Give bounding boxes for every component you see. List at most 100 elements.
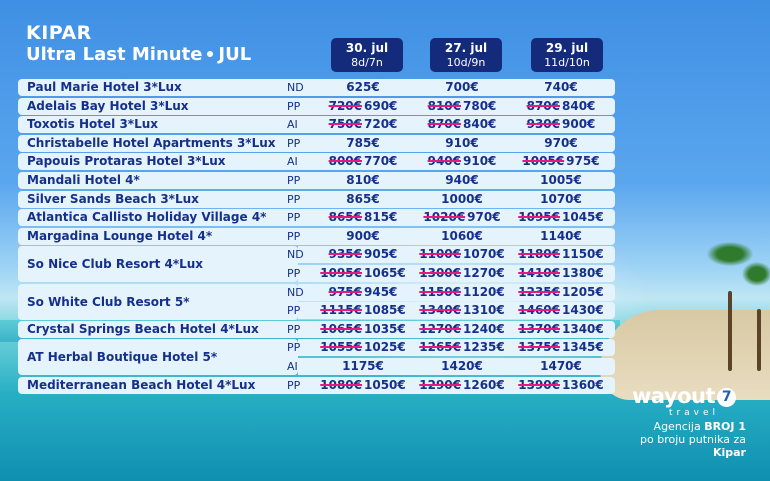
sand-beach xyxy=(600,310,770,400)
new-price: 770€ xyxy=(364,154,398,169)
old-price: 1150€ xyxy=(419,284,461,299)
price-cell: 1060€ xyxy=(412,228,512,245)
price-cell: 910€ xyxy=(412,135,512,152)
price-band xyxy=(298,358,615,375)
palm-tree-leaves xyxy=(707,242,753,266)
new-price: 1340€ xyxy=(562,321,604,336)
price-cell: 1095€ 1045€ xyxy=(511,209,611,226)
old-price: 1370€ xyxy=(518,321,560,336)
price-band xyxy=(298,79,615,96)
column-header-1: 30. jul 8d/7n xyxy=(331,38,403,72)
new-price: 1175€ xyxy=(342,359,384,373)
board-type: ND xyxy=(287,248,304,262)
old-price: 940€ xyxy=(427,154,461,169)
new-price: 1270€ xyxy=(463,266,505,280)
price-cell: 1390€ 1360€ xyxy=(511,377,611,394)
price-cell: 935€ 905€ xyxy=(313,246,413,263)
price-cell: 865€ xyxy=(313,191,413,208)
old-price: 1020€ xyxy=(423,210,466,225)
brand-mark-icon: 7 xyxy=(717,388,737,407)
hotel-row: AT Herbal Boutique Hotel 5* xyxy=(18,339,615,376)
new-price: 700€ xyxy=(445,80,479,94)
board-type: PP xyxy=(287,136,301,150)
price-band xyxy=(298,283,615,301)
price-cell: 1095€ 1065€ xyxy=(313,265,413,282)
new-price: 1070€ xyxy=(540,191,582,206)
separator-dot xyxy=(207,50,214,57)
price-cell: 900€ xyxy=(313,228,413,245)
palm-tree-trunk xyxy=(757,309,761,371)
price-cell: 625€ xyxy=(313,79,413,96)
hotel-row: Adelais Bay Hotel 3*Lux xyxy=(18,97,615,115)
price-cell: 1470€ xyxy=(511,358,611,375)
new-price: 1065€ xyxy=(364,266,406,280)
new-price: 1470€ xyxy=(540,359,582,373)
old-price: 1095€ xyxy=(320,266,362,280)
palm-tree-leaves xyxy=(742,262,770,286)
claim-prefix: Agencija xyxy=(653,420,701,433)
new-price: 1235€ xyxy=(463,340,505,355)
hotel-name: Christabelle Hotel Apartments 3*Lux xyxy=(18,134,298,152)
price-cell: 720€ 690€ xyxy=(313,98,413,115)
price-band xyxy=(298,302,615,320)
new-price: 975€ xyxy=(566,154,600,169)
old-price: 870€ xyxy=(427,117,461,132)
hotel-row: Margadina Lounge Hotel 4* xyxy=(18,227,615,245)
claim-place: Kipar xyxy=(712,446,746,459)
hotel-name: So Nice Club Resort 4*Lux xyxy=(18,246,298,283)
new-price: 1060€ xyxy=(441,228,483,243)
old-price: 1270€ xyxy=(419,321,461,336)
subtitle-text: Ultra Last Minute xyxy=(26,44,203,65)
price-cell: 1150€ 1120€ xyxy=(412,284,512,301)
price-cell: 740€ xyxy=(511,79,611,96)
new-price: 970€ xyxy=(467,210,501,225)
new-price: 1085€ xyxy=(364,303,406,318)
page-title: KIPAR xyxy=(26,22,92,44)
price-cell: 1140€ xyxy=(511,228,611,245)
price-band xyxy=(298,376,615,394)
brand-claim: Agencija BROJ 1 po broju putnika za Kipa… xyxy=(606,420,746,459)
column-duration: 8d/7n xyxy=(351,56,383,69)
hotel-name: Atlantica Callisto Holiday Village 4* xyxy=(18,209,298,227)
old-price: 800€ xyxy=(328,154,362,169)
claim-bold: BROJ 1 xyxy=(704,420,746,433)
price-band xyxy=(298,209,615,227)
old-price: 1115€ xyxy=(320,303,362,318)
price-cell: 1080€ 1050€ xyxy=(313,377,413,394)
board-type: PP xyxy=(287,174,301,187)
price-cell: 785€ xyxy=(313,135,413,152)
price-band xyxy=(298,97,615,115)
price-cell: 1340€ 1310€ xyxy=(412,302,512,319)
price-cell: 1290€ 1260€ xyxy=(412,377,512,394)
new-price: 1000€ xyxy=(441,191,483,206)
new-price: 740€ xyxy=(544,80,578,94)
hotel-name: Adelais Bay Hotel 3*Lux xyxy=(18,97,298,115)
price-cell: 930€ 900€ xyxy=(511,116,611,133)
old-price: 1390€ xyxy=(518,377,560,392)
new-price: 690€ xyxy=(364,98,398,113)
hotel-name: Papouis Protaras Hotel 3*Lux xyxy=(18,153,298,171)
board-type: PP xyxy=(287,229,301,243)
new-price: 1025€ xyxy=(364,340,406,355)
hotel-row: Papouis Protaras Hotel 3*Lux xyxy=(18,153,615,171)
brand-tagline: travel xyxy=(668,408,720,418)
old-price: 1095€ xyxy=(518,210,560,225)
price-cell: 1460€ 1430€ xyxy=(511,302,611,319)
new-price: 840€ xyxy=(562,98,596,113)
price-cell: 975€ 945€ xyxy=(313,284,413,301)
old-price: 1080€ xyxy=(320,377,362,392)
price-cell: 1065€ 1035€ xyxy=(313,321,413,338)
price-cell: 1070€ xyxy=(511,191,611,208)
price-band xyxy=(298,190,615,208)
price-cell: 1005€ xyxy=(511,172,611,189)
column-header-3: 29. jul 11d/10n xyxy=(531,38,603,72)
hotel-row: Crystal Springs Beach Hotel 4*Lux xyxy=(18,320,615,338)
old-price: 750€ xyxy=(328,117,362,132)
new-price: 1430€ xyxy=(562,303,604,318)
price-cell: 1410€ 1380€ xyxy=(511,265,611,282)
new-price: 865€ xyxy=(346,191,380,206)
month-label: JUL xyxy=(218,44,252,65)
old-price: 1055€ xyxy=(320,340,362,355)
hotel-name: Crystal Springs Beach Hotel 4*Lux xyxy=(18,320,298,338)
board-type: PP xyxy=(287,267,301,280)
